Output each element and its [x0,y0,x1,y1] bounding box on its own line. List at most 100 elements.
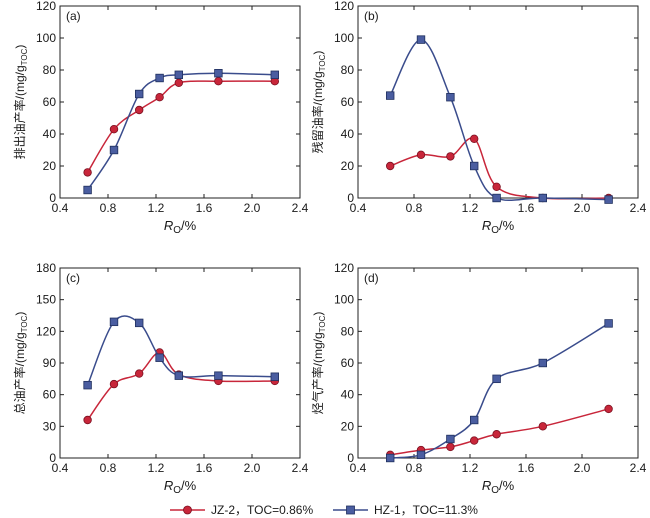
data-point-jz2 [83,168,92,177]
panel-label: (d) [364,271,379,285]
data-point-jz2 [109,124,119,134]
y-tick-label: 0 [347,451,354,465]
data-point-jz2 [174,78,183,87]
legend-hz1-marker [346,505,355,515]
data-point-hz1 [270,372,279,381]
y-tick-label: 30 [43,419,57,433]
data-point-jz2 [155,92,164,102]
x-tick-label: 1.2 [148,461,165,475]
x-tick-label: 1.6 [196,201,213,215]
data-point-hz1 [492,193,501,203]
y-tick-label: 150 [36,293,56,307]
data-point-hz1 [604,319,613,328]
data-point-jz2 [134,105,144,115]
y-tick-label: 0 [347,191,354,205]
data-point-hz1 [416,450,426,460]
data-point-hz1 [604,195,613,204]
data-point-jz2 [134,369,144,378]
x-tick-label: 2.0 [574,201,591,215]
series-line-hz1 [390,322,609,459]
panel-label: (c) [66,271,80,285]
x-tick-label: 0.8 [406,201,423,215]
y-tick-label: 100 [334,293,354,307]
chart-panel-a: 0.4 0.8 1.2 1.6 2.0 2.4 0 20 40 60 80 100 120 (a) RO/%… [12,0,309,236]
x-tick-label: 1.2 [148,201,165,215]
series-line-hz1 [389,38,609,202]
plot-frame [357,5,639,199]
x-tick-label: 0.4 [350,461,367,475]
data-point-hz1 [174,70,183,79]
data-point-jz2 [446,442,455,452]
x-axis-label: RO/% [482,478,515,496]
series-jz2 [83,348,279,425]
y-tick-label: 20 [43,159,57,173]
legend-hz1-label: HZ-1，TOC=11.3% [374,503,478,517]
x-axis-label: RO/% [164,218,197,236]
data-point-hz1 [492,374,501,384]
x-tick-label: 1.2 [462,201,479,215]
y-tick-label: 120 [334,0,354,13]
data-point-hz1 [109,317,119,327]
data-point-jz2 [470,134,479,143]
data-point-hz1 [134,318,144,328]
x-tick-label: 0.8 [100,461,117,475]
x-tick-label: 0.8 [100,201,117,215]
data-point-jz2 [214,76,223,86]
x-tick-label: 0.8 [406,461,423,475]
chart-panel-c: 0.4 0.8 1.2 1.6 2.0 2.4 0 30 60 90 120 150 180 (c) RO/… [12,261,309,496]
data-point-hz1 [83,380,92,390]
data-point-hz1 [469,161,479,171]
series-hz1 [385,35,613,204]
y-axis-label: 总油产率/(mg/gTOC) [12,312,29,415]
x-tick-label: 2.0 [244,461,261,475]
legend: JZ-2，TOC=0.86% HZ-1，TOC=11.3% [170,503,478,517]
x-tick-label: 2.4 [630,201,647,215]
legend-hz1: HZ-1，TOC=11.3% [333,503,478,517]
y-tick-label: 20 [341,419,355,433]
y-tick-label: 0 [49,191,56,205]
data-point-jz2 [470,436,479,445]
y-tick-label: 20 [341,159,355,173]
y-tick-label: 40 [341,388,355,402]
data-point-jz2 [416,150,426,159]
y-tick-label: 180 [36,261,56,275]
data-point-jz2 [538,422,547,431]
x-tick-label: 1.6 [518,201,535,215]
y-tick-label: 120 [36,324,56,338]
y-tick-label: 80 [341,324,355,338]
series-jz2 [386,134,613,203]
data-point-hz1 [416,35,426,44]
x-tick-label: 2.4 [630,461,647,475]
series-jz2 [386,404,613,460]
data-point-jz2 [83,415,92,425]
data-point-jz2 [492,182,501,191]
y-tick-label: 40 [43,127,57,141]
y-tick-label: 60 [43,388,57,402]
chart-panels: 0.4 0.8 1.2 1.6 2.0 2.4 0 20 40 60 80 100 120 (a) RO/%… [12,0,647,496]
x-tick-label: 0.4 [52,201,69,215]
data-point-hz1 [270,70,279,79]
y-tick-label: 80 [43,63,57,77]
x-tick-label: 0.4 [52,461,69,475]
data-point-jz2 [446,152,455,161]
data-point-jz2 [109,379,119,389]
data-point-hz1 [134,89,144,99]
x-tick-label: 2.4 [292,201,309,215]
y-tick-label: 40 [341,127,355,141]
plot-frame [357,267,639,459]
x-tick-label: 2.4 [292,461,309,475]
data-point-hz1 [214,371,223,380]
x-axis-label: RO/% [482,218,515,236]
data-point-hz1 [538,358,547,368]
data-point-hz1 [109,145,119,155]
y-tick-label: 60 [341,356,355,370]
y-tick-label: 0 [49,451,56,465]
x-tick-label: 0.4 [350,201,367,215]
panel-label: (a) [66,9,81,23]
data-point-jz2 [604,404,613,414]
chart-panel-d: 0.4 0.8 1.2 1.6 2.0 2.4 0 20 40 60 80 100 120 (d) RO/%… [310,261,647,496]
legend-jz2: JZ-2，TOC=0.86% [170,503,313,517]
y-tick-label: 90 [43,356,57,370]
data-point-hz1 [174,371,183,380]
